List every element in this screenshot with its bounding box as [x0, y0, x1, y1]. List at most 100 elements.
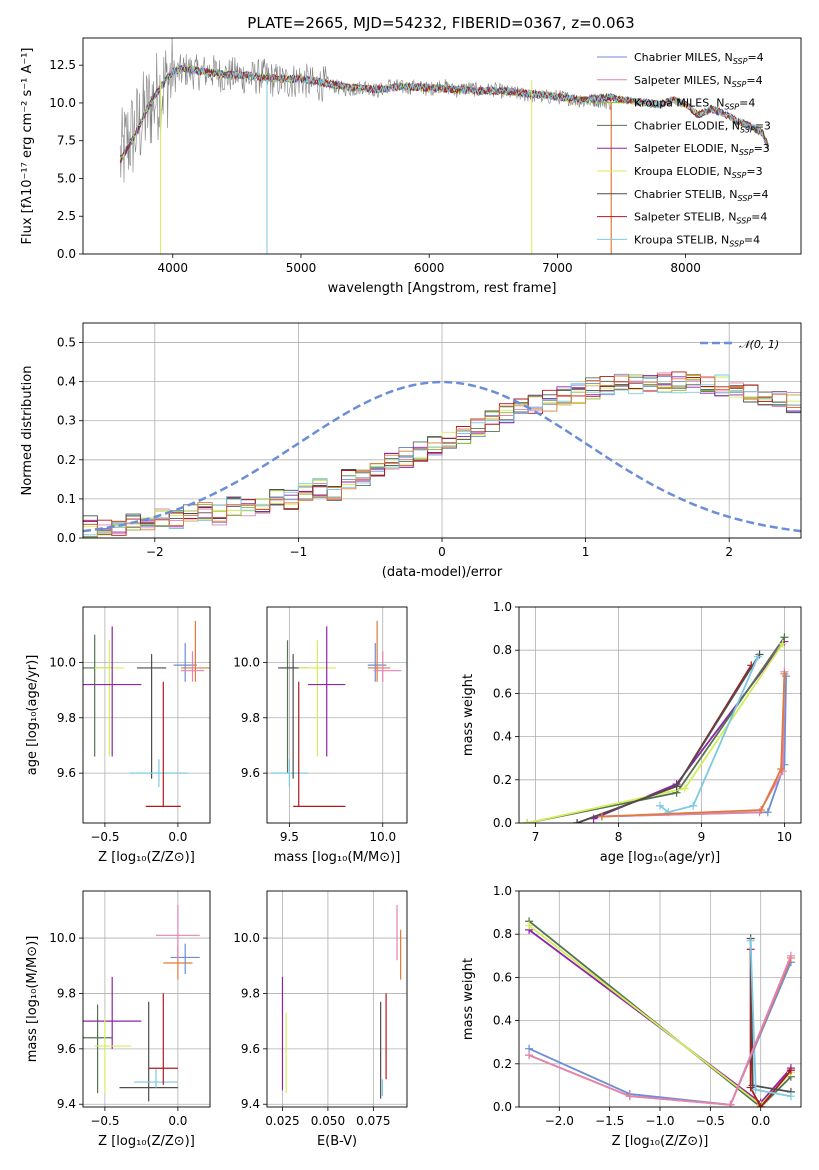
x-tick-label: −2 — [146, 545, 164, 559]
y-axis-label: mass weight — [461, 958, 476, 1040]
y-tick-label: 0.0 — [493, 816, 512, 830]
mass-vs-extinction-panel: 0.025 0.050 0.075 9.4 9.6 9.8 10.0 E(B-V) — [233, 890, 408, 1149]
data-point-marker — [780, 669, 789, 678]
x-tick-label: 5000 — [286, 261, 317, 275]
x-tick-label: 4000 — [157, 261, 188, 275]
data-point-marker — [756, 1103, 765, 1107]
age-vs-metallicity-panel: −0.5 0.0 9.6 9.8 10.0 Z [log₁₀(Z/Z⊙)] age [log… — [25, 606, 211, 865]
y-tick-label: 9.8 — [57, 711, 76, 725]
plot-area — [267, 891, 407, 1107]
data-point-marker — [786, 951, 795, 960]
legend-label: Kroupa ELODIE, NSSP=3 — [634, 165, 763, 180]
x-tick-label: 0.0 — [751, 1114, 770, 1128]
plot-content — [83, 371, 801, 538]
y-axis-label: Flux [fλ10⁻¹⁷ erg cm⁻² s⁻¹ A⁻¹] — [20, 48, 35, 245]
x-tick-label: 0.075 — [356, 1114, 390, 1128]
data-point-marker — [777, 765, 786, 773]
y-axis-label: Normed distribution — [20, 366, 35, 496]
data-point-marker — [780, 633, 789, 642]
x-tick-label: 0.0 — [168, 1114, 187, 1128]
mass-weight-line — [528, 920, 792, 1107]
y-tick-label: 0.3 — [57, 414, 76, 428]
y-tick-label: 0.2 — [493, 773, 512, 787]
y-tick-label: 0.8 — [493, 927, 512, 941]
age-vs-mass-panel: 9.5 10.0 9.6 9.8 10.0 mass [log₁₀(M/M⊙)] — [233, 606, 408, 865]
spectrum-panel: 4000 5000 6000 7000 8000 0.0 2.5 5.0 7.5 10.0 12.5… — [20, 37, 802, 296]
x-tick-label: 0.050 — [311, 1114, 345, 1128]
x-tick-label: −1.5 — [595, 1114, 624, 1128]
data-point-marker — [757, 806, 766, 815]
axes-frame — [518, 606, 802, 824]
y-tick-label: 1.0 — [493, 600, 512, 614]
x-tick-label: 0.0 — [168, 830, 187, 844]
y-tick-label: 2.5 — [57, 209, 76, 223]
y-tick-label: 10.0 — [49, 655, 76, 669]
data-point-marker — [751, 1085, 760, 1094]
axes-frame — [82, 37, 802, 255]
legend-label: Salpeter MILES, NSSP=4 — [634, 74, 763, 89]
axes-frame — [266, 890, 408, 1108]
y-tick-label: 0.4 — [493, 1014, 512, 1028]
mass-weight-line — [601, 673, 786, 818]
x-axis-label: (data-model)/error — [382, 565, 503, 580]
plot-content — [523, 633, 791, 823]
y-tick-label: 9.4 — [241, 1097, 260, 1111]
data-point-marker — [778, 639, 787, 648]
x-tick-label: 0.025 — [265, 1114, 299, 1128]
normal-reference-curve — [83, 380, 801, 533]
x-tick-label: −2.0 — [545, 1114, 574, 1128]
legend-label: Kroupa MILES, NSSP=4 — [634, 97, 755, 112]
mass-weight-line — [659, 656, 759, 814]
x-tick-label: 6000 — [414, 261, 445, 275]
y-tick-label: 10.0 — [233, 931, 260, 945]
y-tick-label: 1.0 — [493, 884, 512, 898]
x-axis-label: Z [log₁₀(Z/Z⊙)] — [612, 1134, 709, 1149]
x-tick-label: 1 — [582, 545, 590, 559]
y-tick-label: 0.6 — [493, 686, 512, 700]
y-tick-label: 0.0 — [493, 1100, 512, 1114]
y-tick-label: 0.4 — [57, 375, 76, 389]
legend-label: Chabrier MILES, NSSP=4 — [634, 51, 764, 66]
spectrum-title: PLATE=2665, MJD=54232, FIBERID=0367, z=0… — [247, 14, 634, 32]
data-point-marker — [573, 819, 582, 823]
data-point-marker — [786, 1092, 795, 1101]
y-tick-label: 5.0 — [57, 171, 76, 185]
axes-frame — [82, 890, 211, 1108]
x-axis-label: mass [log₁₀(M/M⊙)] — [274, 850, 401, 865]
y-tick-label: 0.0 — [57, 531, 76, 545]
y-tick-label: 9.4 — [57, 1097, 76, 1111]
mass-weight-line — [528, 955, 792, 1106]
legend-label: 𝒩(0, 1) — [739, 338, 779, 351]
y-tick-label: 7.5 — [57, 134, 76, 148]
x-axis-label: Z [log₁₀(Z/Z⊙)] — [98, 1134, 195, 1149]
x-tick-label: 2 — [725, 545, 733, 559]
y-tick-label: 9.6 — [57, 766, 76, 780]
x-tick-label: 9 — [698, 830, 706, 844]
x-axis-label: wavelength [Angstrom, rest frame] — [328, 281, 557, 296]
axes-frame — [82, 606, 211, 824]
plot-content — [270, 620, 402, 807]
y-tick-label: 9.8 — [57, 986, 76, 1000]
y-tick-label: 9.8 — [241, 711, 260, 725]
y-tick-label: 0.2 — [57, 453, 76, 467]
legend-label: Chabrier STELIB, NSSP=4 — [634, 188, 768, 203]
y-tick-label: 9.6 — [241, 766, 260, 780]
x-axis-label: Z [log₁₀(Z/Z⊙)] — [98, 850, 195, 865]
y-tick-label: 10.0 — [49, 96, 76, 110]
x-tick-label: 10.0 — [369, 830, 396, 844]
legend-label: Kroupa STELIB, NSSP=4 — [634, 233, 760, 248]
x-tick-label: 7 — [532, 830, 540, 844]
data-point-marker — [525, 1051, 534, 1060]
spectrum-legend: Chabrier MILES, NSSP=4 Salpeter MILES, NS… — [597, 51, 771, 248]
y-axis-label: mass [log₁₀(M/M⊙)] — [25, 936, 40, 1063]
mass-weight-vs-metallicity-panel: −2.0 −1.5 −1.0 −0.5 0.0 0.0 0.2 0.4 0.6 0.8 1.0 Z [… — [461, 884, 802, 1149]
y-tick-label: 0.1 — [57, 492, 76, 506]
y-tick-label: 0.2 — [493, 1057, 512, 1071]
x-axis-label: age [log₁₀(age/yr)] — [600, 850, 721, 865]
residual-histogram-panel: −2 −1 0 1 2 0.0 0.1 0.2 0.3 0.4 0.5 (data-model)/er… — [20, 322, 802, 580]
x-tick-label: −1.0 — [645, 1114, 674, 1128]
y-tick-label: 0.0 — [57, 247, 76, 261]
y-tick-label: 12.5 — [49, 58, 76, 72]
y-tick-label: 10.0 — [233, 655, 260, 669]
